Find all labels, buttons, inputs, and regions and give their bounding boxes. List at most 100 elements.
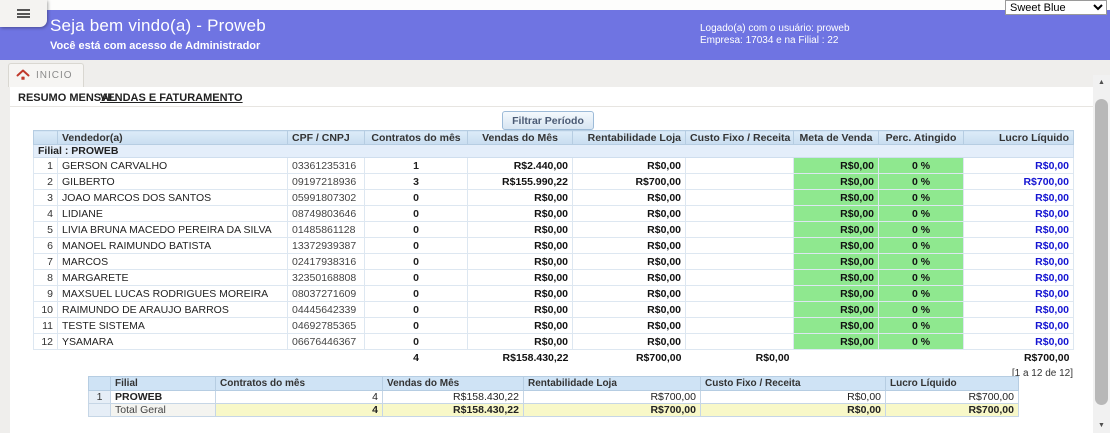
summary-branch-row: 1 PROWEB 4 R$158.430,22 R$700,00 R$0,00 … <box>88 390 1019 404</box>
col-header-perc: Perc. Atingido <box>878 130 964 145</box>
totals-contratos: 4 <box>364 349 468 366</box>
col-header-contratos: Contratos do mês <box>364 130 468 145</box>
sales-goal: R$0,00 <box>793 221 879 238</box>
vendor-row: 6 MANOEL RAIMUNDO BATISTA 13372939387 0 R$0,… <box>33 237 1074 254</box>
month-sales: R$0,00 <box>467 333 573 350</box>
scroll-up-arrow-icon[interactable]: ▲ <box>1098 79 1105 86</box>
month-sales: R$0,00 <box>467 237 573 254</box>
percent-achieved: 0 % <box>878 205 964 222</box>
vendor-cpf: 08037271609 <box>287 285 365 302</box>
row-index: 1 <box>33 157 58 174</box>
col-header-cpf: CPF / CNPJ <box>287 130 365 145</box>
fixed-cost <box>685 317 794 334</box>
home-tab-label: INICIO <box>36 70 73 81</box>
totals-custo: R$0,00 <box>685 349 794 366</box>
row-index: 4 <box>33 205 58 222</box>
month-sales: R$2.440,00 <box>467 157 573 174</box>
sales-goal: R$0,00 <box>793 333 879 350</box>
percent-achieved: 0 % <box>878 301 964 318</box>
pagination-info: [1 a 12 de 12] <box>1011 368 1073 379</box>
tab-bar: RESUMO MENSAL VENDAS E FATURAMENTO <box>10 87 1093 107</box>
fixed-cost <box>685 173 794 190</box>
sales-goal: R$0,00 <box>793 253 879 270</box>
summary-col-filial: Filial <box>110 376 216 391</box>
table-header-row: Vendedor(a) CPF / CNPJ Contratos do mês … <box>33 130 1074 145</box>
store-profitability: R$0,00 <box>572 253 686 270</box>
scroll-down-arrow-icon[interactable]: ▼ <box>1098 422 1105 429</box>
scrollbar-thumb[interactable] <box>1095 99 1108 405</box>
col-header-vendedor: Vendedor(a) <box>57 130 288 145</box>
store-profitability: R$700,00 <box>572 173 686 190</box>
summary-contratos: 4 <box>215 390 383 404</box>
tab-vendas-faturamento[interactable]: VENDAS E FATURAMENTO <box>100 92 243 104</box>
net-profit: R$0,00 <box>963 205 1074 222</box>
row-index: 9 <box>33 285 58 302</box>
net-profit: R$0,00 <box>963 317 1074 334</box>
store-profitability: R$0,00 <box>572 205 686 222</box>
net-profit: R$0,00 <box>963 333 1074 350</box>
month-sales: R$0,00 <box>467 253 573 270</box>
net-profit: R$700,00 <box>963 173 1074 190</box>
row-index: 8 <box>33 269 58 286</box>
vendor-row: 5 LIVIA BRUNA MACEDO PEREIRA DA SILVA 0148… <box>33 221 1074 238</box>
row-index: 10 <box>33 301 58 318</box>
filter-period-button[interactable]: Filtrar Período <box>502 111 594 130</box>
col-header-lucro: Lucro Líquido <box>963 130 1074 145</box>
theme-select[interactable]: Sweet Blue <box>1005 0 1107 15</box>
net-profit: R$0,00 <box>963 285 1074 302</box>
sales-goal: R$0,00 <box>793 157 879 174</box>
company-branch-text: Empresa: 17034 e na Filial : 22 <box>700 35 839 46</box>
contracts-count: 0 <box>364 189 468 206</box>
vendor-cpf: 32350168808 <box>287 269 365 286</box>
vendor-name: MAXSUEL LUCAS RODRIGUES MOREIRA <box>57 285 288 302</box>
fixed-cost <box>685 205 794 222</box>
vendor-name: GILBERTO <box>57 173 288 190</box>
sales-goal: R$0,00 <box>793 237 879 254</box>
net-profit: R$0,00 <box>963 301 1074 318</box>
access-subtitle: Você está com acesso de Administrador <box>50 40 261 52</box>
vertical-scrollbar[interactable]: ▲ ▼ <box>1093 75 1110 433</box>
net-profit: R$0,00 <box>963 221 1074 238</box>
month-sales: R$0,00 <box>467 285 573 302</box>
branch-summary-table: Filial Contratos do mês Vendas do Mês Re… <box>88 376 1019 417</box>
toolbar: INICIO <box>0 60 1110 87</box>
contracts-count: 1 <box>364 157 468 174</box>
summary-custo: R$0,00 <box>700 390 886 404</box>
fixed-cost <box>685 221 794 238</box>
contracts-count: 0 <box>364 253 468 270</box>
summary-col-index <box>88 376 111 391</box>
vendor-row: 10 RAIMUNDO DE ARAUJO BARROS 04445642339 0 R… <box>33 301 1074 318</box>
totals-empty <box>57 349 288 366</box>
summary-col-contratos: Contratos do mês <box>215 376 383 391</box>
content-area: RESUMO MENSAL VENDAS E FATURAMENTO Filtr… <box>10 87 1093 433</box>
fixed-cost <box>685 253 794 270</box>
store-profitability: R$0,00 <box>572 301 686 318</box>
summary-total-vendas: R$158.430,22 <box>382 403 524 417</box>
store-profitability: R$0,00 <box>572 317 686 334</box>
sales-goal: R$0,00 <box>793 269 879 286</box>
percent-achieved: 0 % <box>878 333 964 350</box>
store-profitability: R$0,00 <box>572 157 686 174</box>
sales-goal: R$0,00 <box>793 317 879 334</box>
fixed-cost <box>685 333 794 350</box>
totals-row: 4 R$158.430,22 R$700,00 R$0,00 R$700,00 <box>33 349 1074 366</box>
sales-goal: R$0,00 <box>793 189 879 206</box>
totals-vendas: R$158.430,22 <box>467 349 573 366</box>
home-tab[interactable]: INICIO <box>8 63 84 87</box>
branch-group-label: Filial : PROWEB <box>33 144 1074 158</box>
vendor-cpf: 06676446367 <box>287 333 365 350</box>
vendor-name: JOAO MARCOS DOS SANTOS <box>57 189 288 206</box>
summary-total-row: Total Geral 4 R$158.430,22 R$700,00 R$0,… <box>88 403 1019 417</box>
summary-lucro: R$700,00 <box>885 390 1019 404</box>
sales-goal: R$0,00 <box>793 301 879 318</box>
top-strip <box>0 0 1110 10</box>
vendor-row: 4 LIDIANE 08749803646 0 R$0,00 R$0,00 R$0,00 0 … <box>33 205 1074 222</box>
store-profitability: R$0,00 <box>572 333 686 350</box>
vendor-name: RAIMUNDO DE ARAUJO BARROS <box>57 301 288 318</box>
tab-resumo-mensal[interactable]: RESUMO MENSAL <box>18 92 116 104</box>
vendor-name: YSAMARA <box>57 333 288 350</box>
branch-group-row: Filial : PROWEB <box>33 144 1074 158</box>
summary-total-custo: R$0,00 <box>700 403 886 417</box>
fixed-cost <box>685 157 794 174</box>
menu-button[interactable] <box>0 0 47 27</box>
